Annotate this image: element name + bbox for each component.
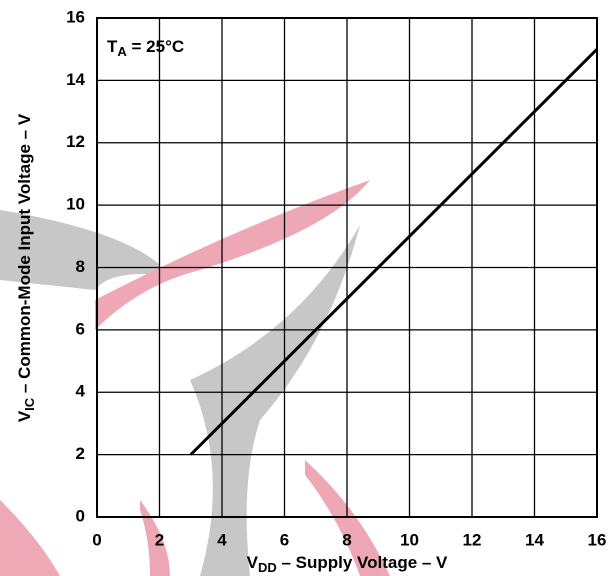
x-tick-label: 8	[342, 530, 351, 549]
x-tick-label: 2	[155, 530, 164, 549]
y-tick-label: 16	[66, 7, 85, 26]
y-tick-label: 4	[76, 382, 86, 401]
x-tick-label: 4	[217, 530, 227, 549]
y-tick-label: 8	[76, 257, 85, 276]
x-tick-label: 14	[525, 530, 544, 549]
y-tick-label: 14	[66, 70, 85, 89]
x-tick-label: 12	[463, 530, 482, 549]
y-tick-label: 2	[76, 444, 85, 463]
y-axis-label: VIC – Common-Mode Input Voltage – V	[15, 113, 37, 422]
plot-frame	[96, 17, 598, 518]
y-tick-label: 0	[76, 506, 85, 525]
y-tick-label: 10	[66, 195, 85, 214]
x-tick-label: 6	[280, 530, 289, 549]
data-line	[189, 48, 599, 456]
y-tick-label: 12	[66, 132, 85, 151]
x-tick-label: 16	[588, 530, 607, 549]
y-tick-label: 6	[76, 319, 85, 338]
x-tick-label: 0	[92, 530, 101, 549]
x-tick-label: 10	[400, 530, 419, 549]
annotation: TA = 25°C	[107, 37, 184, 59]
x-axis-label: VDD – Supply Voltage – V	[247, 553, 448, 575]
